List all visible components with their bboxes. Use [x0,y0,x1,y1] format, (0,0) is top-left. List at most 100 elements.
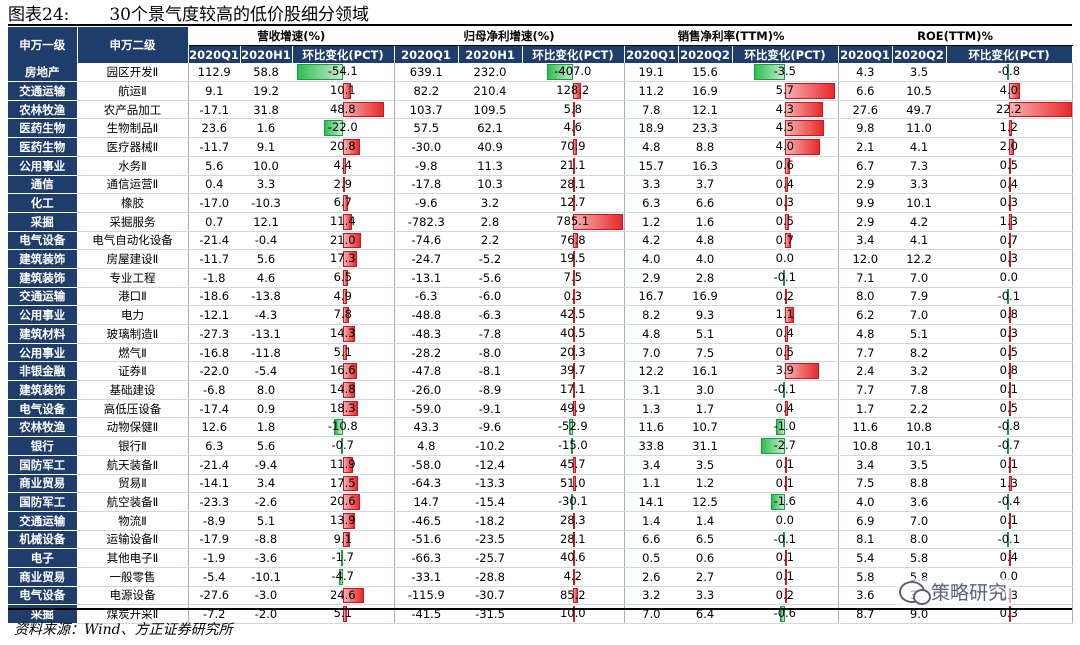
nm-change-cell: 0.1 [732,548,839,568]
nm-change-cell: 0.0 [732,249,839,269]
roe-value-cell: 8.0 [892,530,947,550]
np-change-cell: 128.2 [522,81,625,101]
rev-value-cell: -17.9 [188,530,240,550]
rev-value-cell: -22.0 [188,361,240,382]
np-value-cell: -48.8 [394,305,459,325]
positive-change-bar [572,606,575,622]
rev-value-cell: 5.6 [188,156,240,176]
roe-change-cell: -0.8 [946,417,1073,438]
change-value: 14.8 [329,382,356,397]
positive-change-bar [784,195,788,211]
change-value: 40.6 [559,550,586,565]
nm-value-cell: 16.9 [678,287,733,307]
nm-value-cell: 15.7 [624,156,679,176]
change-value: 39.7 [559,363,586,378]
np-change-cell: 40.5 [522,324,625,344]
header-l1: 申万一级 [8,27,78,64]
positive-change-bar [784,400,789,417]
change-value: 0.1 [775,550,794,565]
roe-change-cell: 0.3 [946,324,1073,344]
negative-change-bar [333,419,343,436]
nm-value-cell: 3.4 [624,455,679,475]
positive-change-bar [784,568,787,585]
nm-change-cell: 0.3 [732,193,839,213]
table-row: 电气设备 高低压设备 -17.4 0.9 18.3 -59.0 -9.1 49.9 1.3 1.7… [8,399,1073,419]
sw-level2-cell: 农产品加工 [77,100,189,120]
nm-change-cell: -0.1 [732,530,839,550]
change-value: 5.8 [563,101,582,116]
change-value: 48.8 [329,101,356,116]
change-value: 0.1 [775,456,794,471]
roe-value-cell: 8.1 [838,530,893,550]
change-value: 20.6 [329,494,356,509]
roe-value-cell: 2.4 [838,361,893,382]
change-value: -22.0 [327,120,358,135]
rev-value-cell: -14.1 [188,474,240,494]
np-change-cell: 19.5 [522,249,625,269]
nm-value-cell: 33.8 [624,436,679,456]
np-change-cell: 5.8 [522,100,625,120]
rev-value-cell: 3.3 [240,175,292,195]
positive-change-bar [342,363,357,380]
sub-header: 环比变化(PCT) [292,45,395,64]
change-value: -0.1 [773,269,797,284]
change-value: 28.3 [559,512,586,527]
np-change-cell: 40.6 [522,548,625,568]
rev-value-cell: -1.9 [188,548,240,568]
nm-change-cell: 1.1 [732,305,839,325]
nm-value-cell: 2.6 [624,567,679,587]
positive-change-bar [342,269,349,286]
nm-change-cell: 4.5 [732,118,839,139]
rev-change-cell: 2.9 [292,175,395,195]
positive-change-bar [342,326,355,342]
sw-level1-cell: 公用事业 [8,305,78,325]
nm-change-cell: 4.3 [732,100,839,120]
change-value: 0.1 [775,568,794,583]
rev-value-cell: 0.4 [188,175,240,195]
positive-change-bar [572,475,576,492]
rev-value-cell: 3.4 [240,474,292,494]
table-row: 医药生物 生物制品Ⅱ 23.6 1.6 -22.0 57.5 62.1 4.6 18.9 23.3… [8,118,1073,139]
change-value: 0.0 [775,512,794,527]
change-value: 0.0 [999,269,1018,284]
table-row: 国防军工 航空装备Ⅱ -23.3 -2.6 20.6 14.7 -15.4 -30.1 14.1… [8,492,1073,512]
positive-change-bar [572,550,576,566]
positive-change-bar [784,475,787,492]
np-value-cell: -26.0 [394,380,459,400]
positive-change-bar [784,176,789,193]
sw-level1-cell: 通信 [8,175,78,195]
table-row: 医药生物 医疗器械Ⅱ -11.7 9.1 20.8 -30.0 40.9 70.9 4.8 8.8… [8,137,1073,157]
change-value: 85.2 [559,587,586,602]
change-value: -4.7 [331,568,354,583]
nm-value-cell: 19.1 [624,63,679,83]
negative-change-bar [340,550,343,566]
np-change-cell: 51.0 [522,474,625,494]
negative-change-bar [1006,494,1009,510]
change-value: 7.8 [333,307,352,322]
group-header-net-profit: 归母净利增速(%) [394,27,625,46]
roe-value-cell: 7.9 [892,287,947,307]
change-value: 40.5 [559,326,586,340]
positive-change-bar [572,232,578,249]
roe-value-cell: 2.9 [838,175,893,195]
roe-value-cell: 27.6 [838,100,893,120]
rev-change-cell: 4.9 [292,287,395,307]
positive-change-bar [784,213,790,230]
rev-value-cell: -11.7 [188,249,240,269]
roe-value-cell: 3.4 [838,455,893,475]
positive-change-bar [342,400,359,417]
np-value-cell: -9.6 [394,193,459,213]
np-value-cell: -30.0 [394,137,459,157]
roe-change-cell: 0.3 [946,193,1073,213]
rev-change-cell: 17.3 [292,249,395,269]
change-value: 5.1 [333,606,352,621]
table-row: 机械设备 运输设备Ⅱ -17.9 -8.8 9.1 -51.6 -23.5 28.1 6.6 6.… [8,530,1073,550]
roe-value-cell: 8.2 [892,343,947,363]
np-value-cell: 57.5 [394,118,459,139]
sw-level2-cell: 动物保健Ⅱ [77,417,189,438]
nm-change-cell: 0.1 [732,474,839,494]
change-value: 0.3 [775,195,794,210]
change-value: -0.8 [997,64,1021,79]
negative-change-bar [761,438,785,454]
positive-change-bar [784,83,835,99]
